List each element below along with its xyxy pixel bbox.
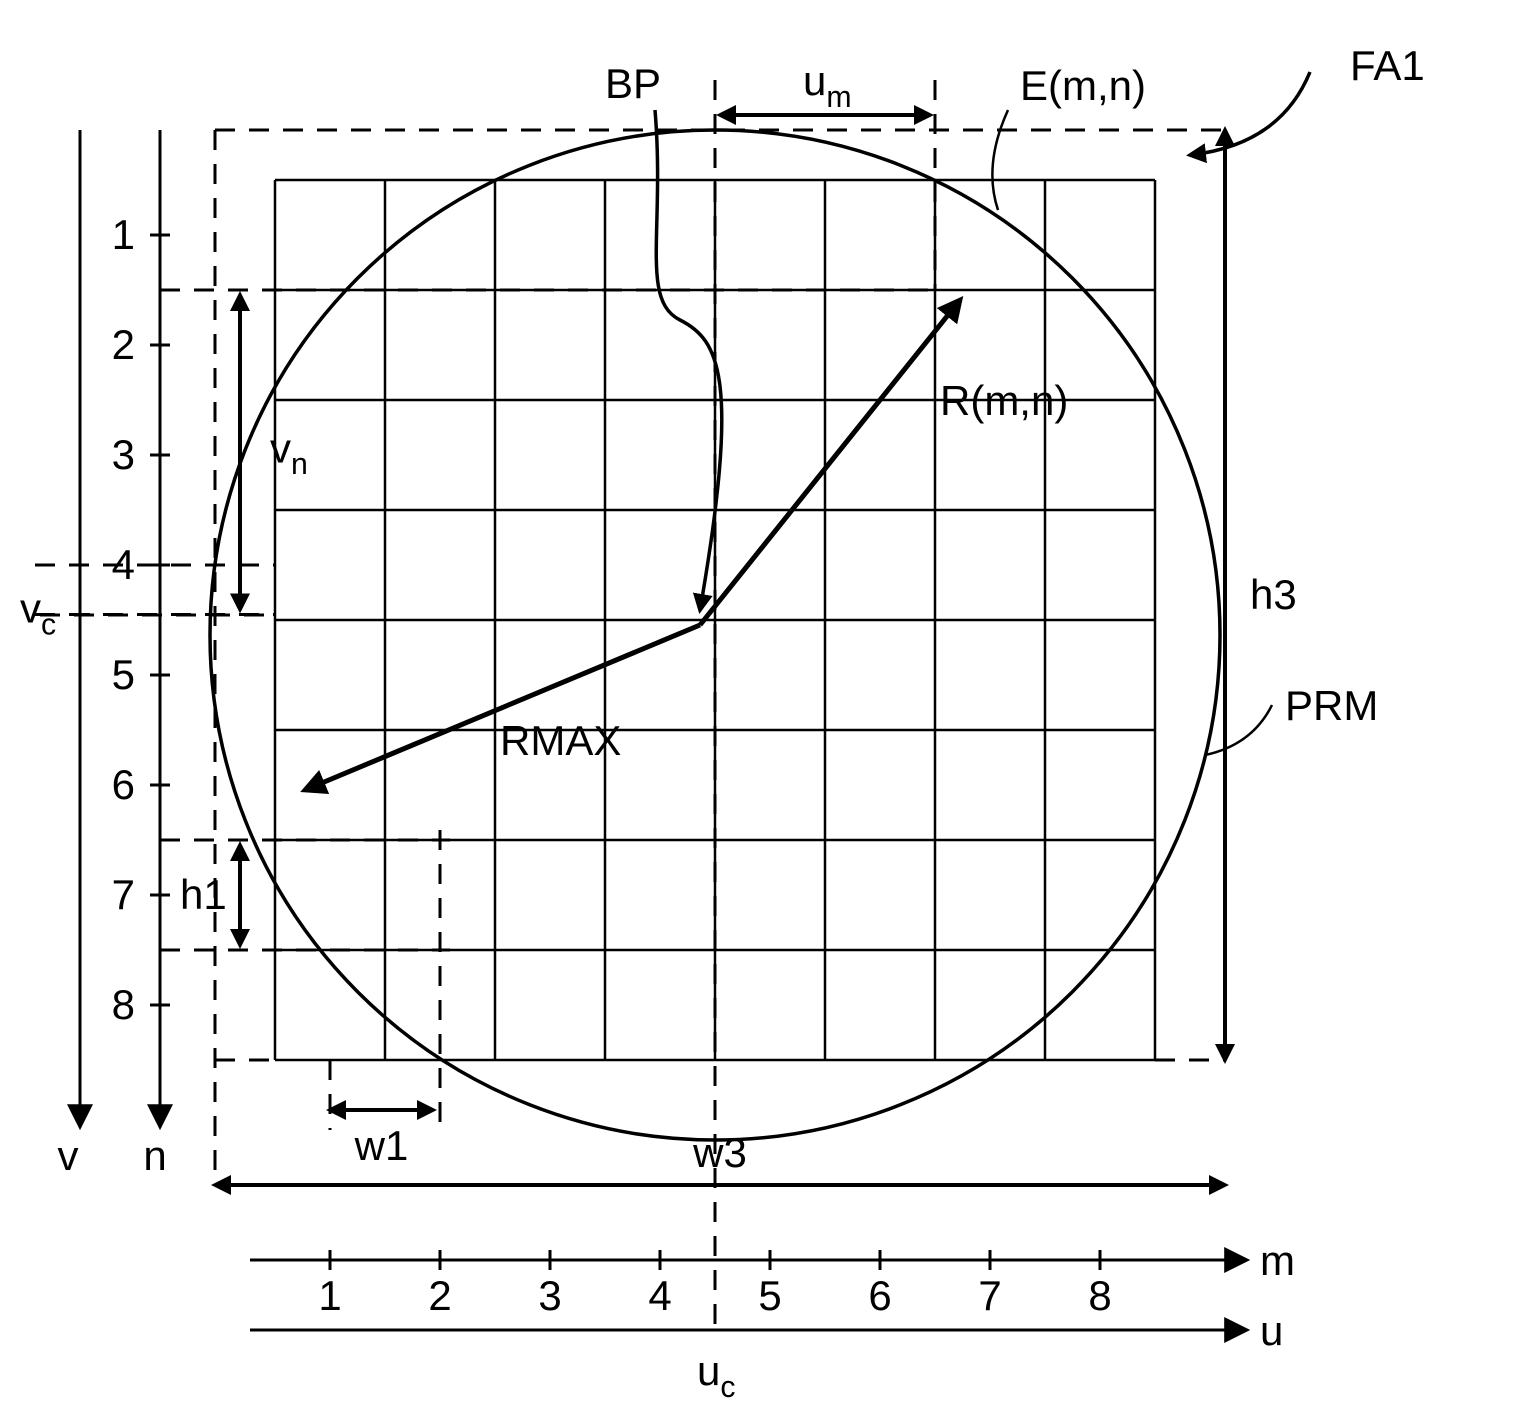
m-tick-8: 8	[1088, 1272, 1111, 1319]
label-rmn: R(m,n)	[940, 377, 1068, 424]
label-v: v	[58, 1132, 79, 1179]
pointer-emn	[992, 110, 1008, 210]
label-u: u	[1260, 1307, 1283, 1354]
n-tick-7: 7	[112, 871, 135, 918]
label-h1: h1	[180, 871, 227, 918]
label-n: n	[143, 1132, 166, 1179]
arrow-rmn	[700, 300, 960, 625]
label-prm: PRM	[1285, 682, 1378, 729]
label-w1: w1	[354, 1122, 409, 1169]
label-emn: E(m,n)	[1020, 62, 1146, 109]
pointer-fa1	[1190, 72, 1310, 155]
label-vc: vc	[20, 585, 56, 642]
n-tick-6: 6	[112, 761, 135, 808]
m-tick-2: 2	[428, 1272, 451, 1319]
label-um: um	[803, 57, 852, 114]
label-fa1: FA1	[1350, 42, 1425, 89]
n-tick-8: 8	[112, 981, 135, 1028]
label-h3: h3	[1250, 571, 1297, 618]
m-tick-5: 5	[758, 1272, 781, 1319]
n-tick-3: 3	[112, 431, 135, 478]
n-tick-5: 5	[112, 651, 135, 698]
arrow-rmax	[305, 625, 700, 790]
m-tick-3: 3	[538, 1272, 561, 1319]
m-tick-6: 6	[868, 1272, 891, 1319]
m-tick-7: 7	[978, 1272, 1001, 1319]
n-tick-4: 4	[112, 541, 135, 588]
m-tick-1: 1	[318, 1272, 341, 1319]
label-rmax: RMAX	[500, 717, 621, 764]
m-tick-4: 4	[648, 1272, 671, 1319]
n-tick-2: 2	[112, 321, 135, 368]
label-uc: uc	[697, 1347, 735, 1404]
label-bp: BP	[605, 60, 661, 107]
pointer-bp	[655, 110, 722, 610]
label-m: m	[1260, 1237, 1295, 1284]
label-w3: w3	[692, 1129, 747, 1176]
n-tick-1: 1	[112, 211, 135, 258]
